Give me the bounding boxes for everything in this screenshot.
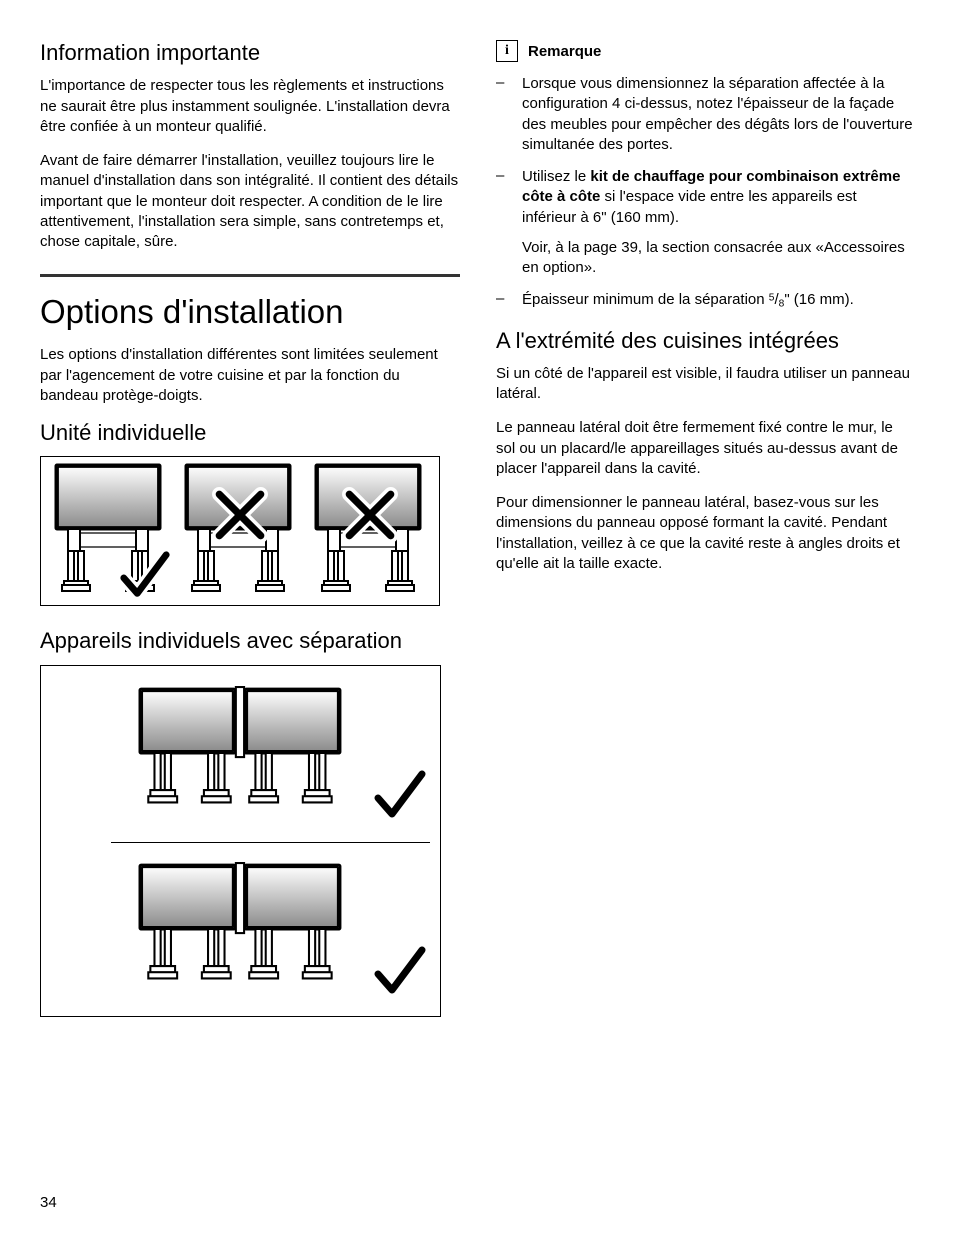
dash-icon: – [496, 167, 508, 278]
check-icon [118, 549, 172, 603]
text-run: Épaisseur minimum de la séparation [522, 291, 769, 308]
figure-row-bottom [41, 842, 440, 1018]
fraction-numerator: 5 [769, 293, 775, 304]
list-item: – Épaisseur minimum de la séparation 5/8… [496, 290, 914, 311]
figure-single-unit-ok [50, 463, 170, 599]
paragraph: Le panneau latéral doit être fermement f… [496, 418, 914, 479]
section-divider [40, 274, 460, 277]
fraction: 5/8 [769, 291, 785, 308]
check-icon [372, 944, 428, 1000]
list-item: – Lorsque vous dimensionnez la séparatio… [496, 74, 914, 155]
cross-icon [211, 486, 269, 544]
heading-unite-individuelle: Unité individuelle [40, 420, 460, 446]
heading-info-importante: Information importante [40, 40, 460, 66]
remark-label: Remarque [528, 43, 601, 60]
paragraph: Les options d'installation différentes s… [40, 345, 460, 406]
list-item: – Utilisez le kit de chauffage pour comb… [496, 167, 914, 278]
remark-list: – Lorsque vous dimensionnez la séparatio… [496, 74, 914, 312]
heading-options-installation: Options d'installation [40, 293, 460, 331]
paragraph: Avant de faire démarrer l'installation, … [40, 151, 460, 252]
left-column: Information importante L'importance de r… [40, 40, 460, 1037]
figure-single-unit-bad-1 [180, 463, 300, 599]
check-icon [372, 768, 428, 824]
figure-row-top [41, 666, 440, 842]
info-icon: i [496, 40, 518, 62]
paragraph: Lorsque vous dimensionnez la séparation … [522, 74, 914, 155]
remark-header: i Remarque [496, 40, 914, 62]
page-content: Information importante L'importance de r… [40, 40, 914, 1037]
text-run: Utilisez le [522, 168, 590, 185]
figure-single-unit [40, 456, 440, 606]
paragraph: Pour dimensionner le panneau latéral, ba… [496, 493, 914, 574]
dash-icon: – [496, 290, 508, 311]
dash-icon: – [496, 74, 508, 155]
paragraph: Épaisseur minimum de la séparation 5/8" … [522, 290, 914, 311]
info-icon-glyph: i [505, 43, 509, 59]
heading-extremite-cuisines: A l'extrémité des cuisines intégrées [496, 328, 914, 354]
heading-appareils-separation: Appareils individuels avec séparation [40, 628, 460, 654]
paragraph: Utilisez le kit de chauffage pour combin… [522, 167, 914, 228]
figure-separated-units [40, 665, 441, 1017]
right-column: i Remarque – Lorsque vous dimensionnez l… [496, 40, 914, 1037]
paragraph: Si un côté de l'appareil est visible, il… [496, 364, 914, 405]
paragraph: L'importance de respecter tous les règle… [40, 76, 460, 137]
paragraph: Voir, à la page 39, la section consacrée… [522, 238, 914, 279]
page-number: 34 [40, 1194, 57, 1211]
text-run: " (16 mm). [784, 291, 854, 308]
appliance-pair-icon [138, 847, 344, 1013]
cross-icon [341, 486, 399, 544]
figure-single-unit-bad-2 [310, 463, 430, 599]
appliance-pair-icon [138, 671, 344, 837]
